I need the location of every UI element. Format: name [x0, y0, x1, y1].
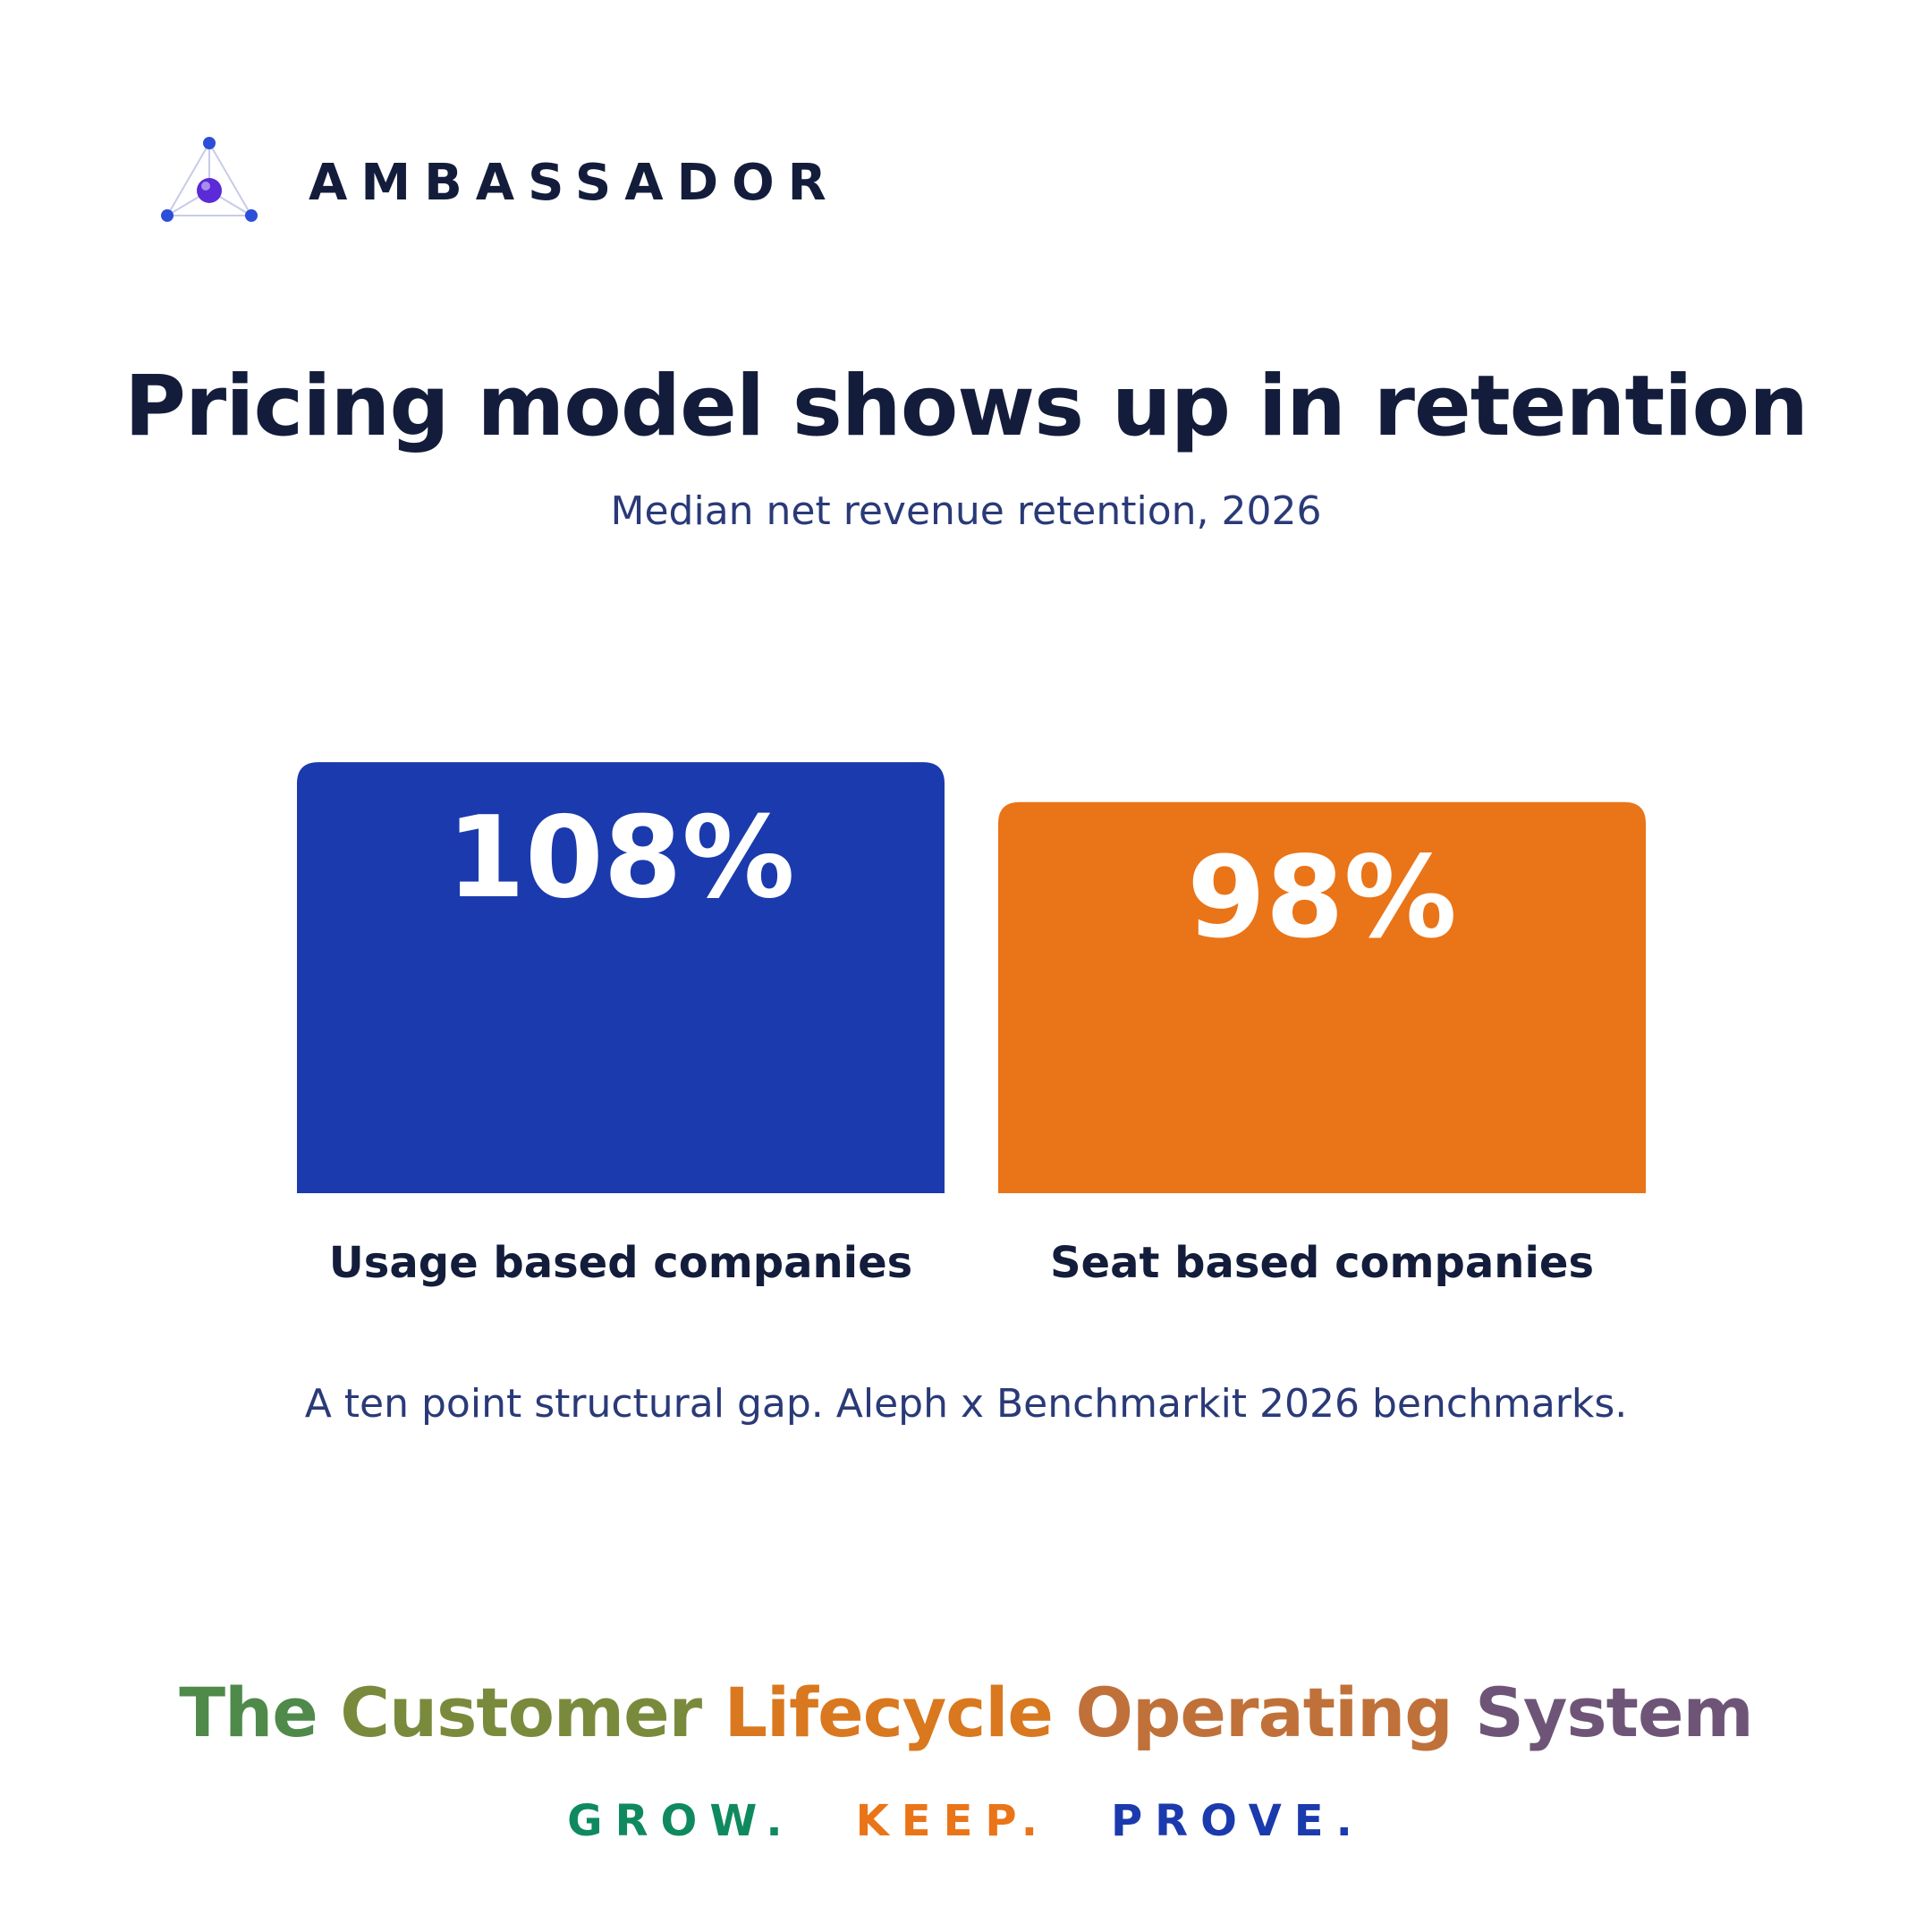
motto: GROW. KEEP. PROVE. [0, 1796, 1932, 1846]
tagline-word: The [179, 1673, 318, 1752]
brand-name: AMBASSADOR [309, 154, 840, 212]
motto-word: PROVE. [1110, 1796, 1365, 1846]
tagline: The Customer Lifecycle Operating System [0, 1673, 1932, 1752]
page-title: Pricing model shows up in retention [124, 358, 1809, 455]
tagline-word: System [1475, 1673, 1754, 1752]
source-note: A ten point structural gap. Aleph x Benc… [304, 1381, 1628, 1427]
bar [998, 801, 1646, 1193]
bar-value-label: 108% [446, 792, 794, 923]
brand: AMBASSADOR [157, 132, 826, 231]
category-label: Seat based companies [1050, 1238, 1594, 1288]
bar [297, 762, 945, 1193]
category-label: Usage based companies [329, 1238, 912, 1288]
chart-subtitle: Median net revenue retention, 2026 [610, 488, 1322, 534]
tagline-word: Customer [340, 1673, 702, 1752]
bar-value-label: 98% [1187, 832, 1457, 963]
triangle-node-logo-icon [161, 137, 258, 222]
motto-word: GROW. [567, 1796, 795, 1846]
motto-word: KEEP. [855, 1796, 1050, 1846]
tagline-word: Lifecycle [724, 1673, 1054, 1752]
tagline-word: Operating [1075, 1673, 1453, 1752]
